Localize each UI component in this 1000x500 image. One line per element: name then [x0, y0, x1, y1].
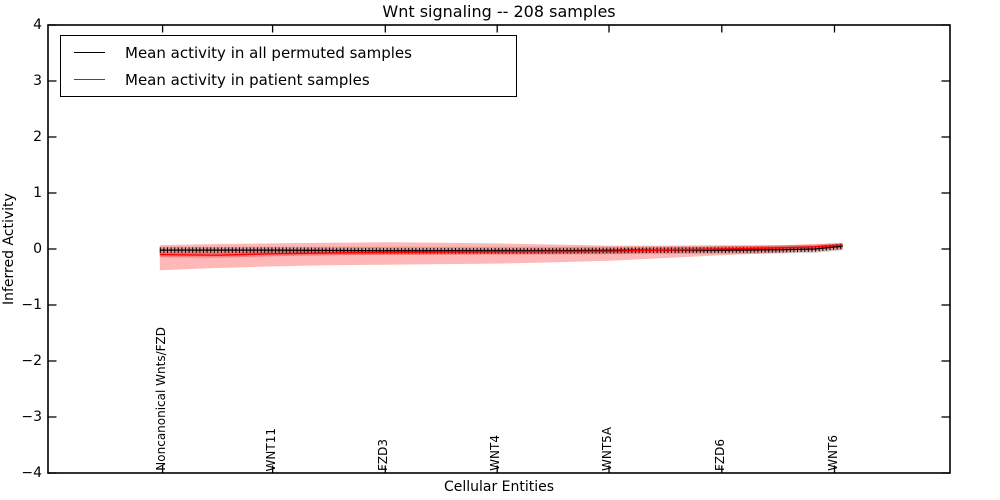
legend-item: Mean activity in all permuted samples — [61, 39, 516, 66]
patient-mean-line — [159, 244, 843, 256]
axis-frame — [47, 24, 951, 474]
legend-item-label: Mean activity in all permuted samples — [125, 43, 412, 62]
x-tick-label: WNT4 — [488, 435, 502, 471]
x-axis-title: Cellular Entities — [443, 479, 555, 495]
x-tick-label: FZD6 — [713, 439, 727, 471]
legend-line-sample-patient — [74, 79, 105, 80]
y-tick-label: −3 — [21, 409, 42, 425]
y-tick-label: 4 — [33, 17, 42, 33]
x-tick-label: WNT6 — [826, 435, 840, 471]
y-tick-label: −1 — [21, 297, 42, 313]
legend-item-label: Mean activity in patient samples — [125, 70, 370, 89]
y-tick-label: −4 — [21, 465, 42, 481]
y-tick-label: −2 — [21, 353, 42, 369]
y-tick-label: 0 — [33, 241, 42, 257]
x-tick-label: FZD3 — [376, 439, 390, 471]
x-tick-label: Noncanonical Wnts/FZD — [154, 327, 168, 471]
y-tick-label: 1 — [33, 185, 42, 201]
x-tick-label: WNT11 — [264, 427, 278, 471]
y-tick-label: 2 — [33, 129, 42, 145]
legend-item: Mean activity in patient samples — [61, 66, 516, 93]
legend-line-sample-permuted — [74, 52, 105, 53]
x-tick-label: WNT5A — [600, 426, 614, 471]
permuted-mean-markers — [159, 243, 843, 254]
y-tick-label: 3 — [33, 73, 42, 89]
legend: Mean activity in all permuted samples Me… — [60, 35, 517, 97]
chart-title: Wnt signaling -- 208 samples — [382, 2, 616, 21]
